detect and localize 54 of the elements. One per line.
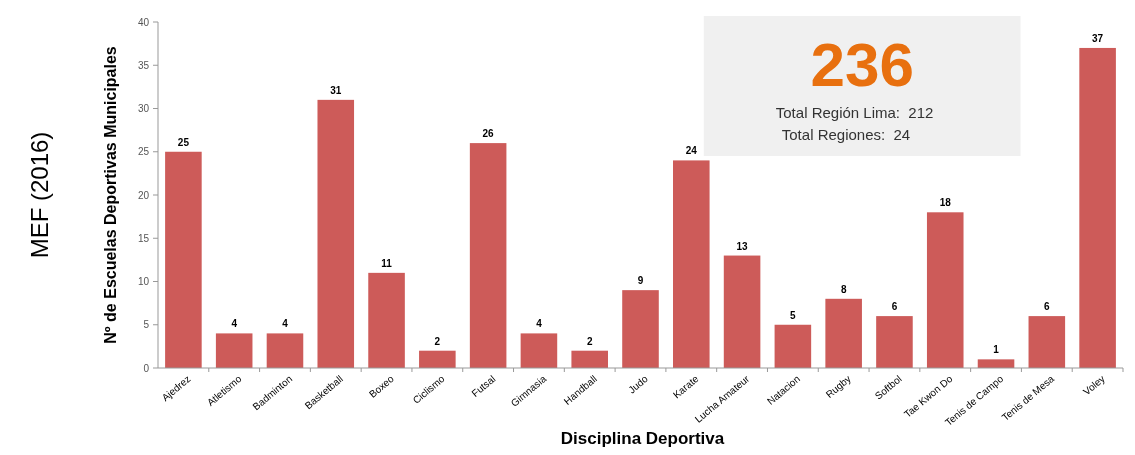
bar [165,151,202,368]
bar [419,350,456,368]
data-label: 6 [891,301,898,313]
bar [622,290,659,368]
bar [368,272,405,368]
data-label: 2 [586,335,593,347]
data-label: 9 [637,275,644,287]
bar [977,359,1015,368]
y-tick-label: 5 [143,319,150,331]
text: MEF (2016) [26,131,53,259]
bar [317,99,355,368]
y-tick-label: 35 [137,59,150,71]
data-label: 24 [685,145,698,157]
data-label: 31 [330,84,342,96]
data-label: 6 [1044,301,1051,313]
x-axis-title: Disciplina Deportiva [560,429,725,448]
data-label: 18 [939,197,952,209]
y-tick-label: 40 [137,16,150,28]
data-label: 26 [482,128,495,140]
bar [774,324,812,368]
y-tick-label: 25 [137,146,150,158]
bar [1028,316,1066,368]
bar [520,333,558,368]
annotation: Total Región Lima: 212 [775,104,934,121]
data-label: 4 [231,318,238,330]
annotation: Total Regiones: 24 [781,126,911,143]
y-tick-label: 15 [137,232,150,244]
bar [571,350,608,368]
y-tick-label: 0 [143,362,150,374]
data-label: 37 [1092,32,1104,44]
data-label: 1 [993,344,1000,356]
bar [825,298,862,368]
y-axis-title: Nº de Escuelas Deportivas Municipales [102,46,119,344]
bar [926,212,964,368]
bar [469,143,507,368]
data-label: 4 [536,318,543,330]
bar [723,255,761,368]
bar [673,160,710,368]
bar [266,333,304,368]
bar [876,316,913,368]
data-label: 2 [434,335,441,347]
x-tick-label: Judo [626,372,651,396]
bar [215,333,253,368]
bar [1079,47,1116,368]
data-label: 11 [381,257,393,269]
annotation: 236 [810,30,914,99]
y-tick-label: 30 [137,103,150,114]
data-label: 13 [736,240,749,252]
data-label: 4 [282,318,289,330]
data-label: 25 [177,136,190,148]
y-tick-label: 20 [137,189,150,201]
y-tick-label: 10 [137,276,150,287]
data-label: 5 [790,309,797,321]
data-label: 8 [840,283,847,295]
